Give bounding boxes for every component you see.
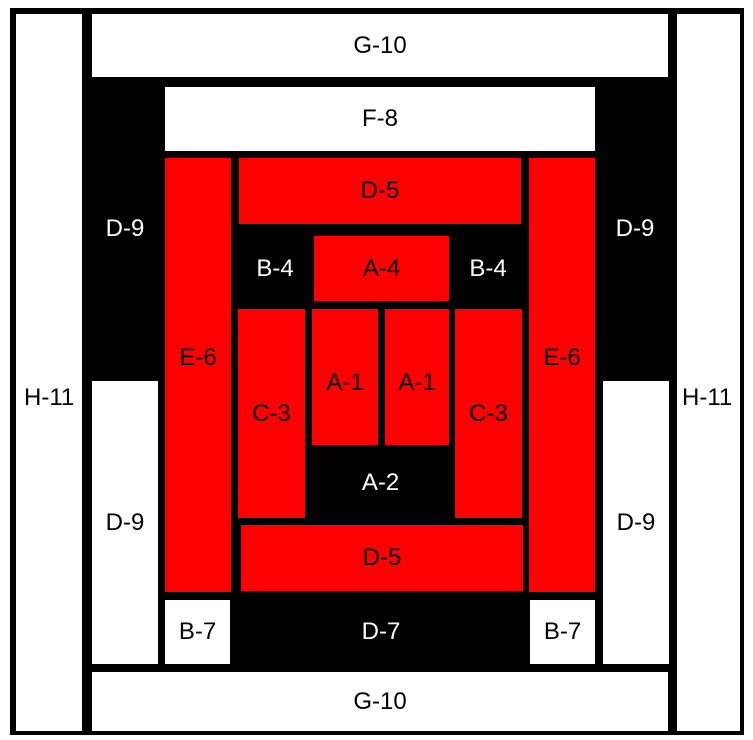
piece-e6-right: E-6 (529, 158, 595, 592)
piece-c3-left: C-3 (238, 309, 305, 518)
piece-h11-left-label: H-11 (24, 384, 75, 411)
piece-c3-right: C-3 (455, 309, 522, 518)
piece-a1-right: A-1 (385, 309, 449, 445)
piece-b4-right: B-4 (452, 236, 524, 302)
piece-g10-bottom: G-10 (92, 672, 668, 731)
piece-d9-bottom-left: D-9 (92, 381, 158, 664)
piece-d5-top: D-5 (239, 158, 521, 224)
piece-h11-left: H-11 (16, 14, 82, 731)
piece-g10-top: G-10 (92, 14, 668, 77)
piece-d9-bottom-right: D-9 (603, 381, 669, 664)
piece-b4-left: B-4 (239, 236, 311, 302)
piece-a4: A-4 (314, 236, 449, 301)
piece-a2: A-2 (312, 448, 449, 518)
piece-h11-right: H-11 (677, 14, 740, 731)
piece-d9-top-right: D-9 (601, 87, 669, 373)
piece-d5-bottom: D-5 (241, 525, 523, 591)
piece-b7-left: B-7 (165, 600, 230, 664)
piece-d7: D-7 (236, 598, 526, 666)
piece-f8: F-8 (165, 87, 595, 151)
piece-a1-left: A-1 (312, 309, 378, 445)
piece-e6-left: E-6 (165, 158, 231, 592)
piece-b7-right: B-7 (530, 600, 595, 664)
piece-h11-right-label: H-11 (682, 384, 733, 411)
piece-d9-top-left: D-9 (92, 87, 158, 373)
